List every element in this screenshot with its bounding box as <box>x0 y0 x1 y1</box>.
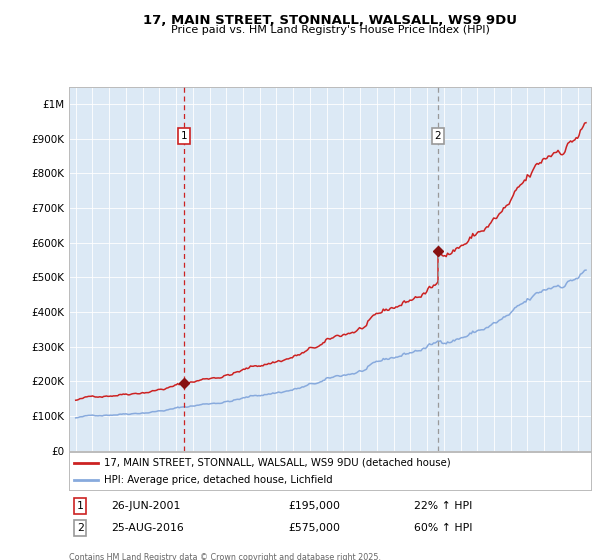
Text: 22% ↑ HPI: 22% ↑ HPI <box>413 501 472 511</box>
Text: 17, MAIN STREET, STONNALL, WALSALL, WS9 9DU: 17, MAIN STREET, STONNALL, WALSALL, WS9 … <box>143 14 517 27</box>
Text: 2: 2 <box>77 523 84 533</box>
Text: £575,000: £575,000 <box>288 523 340 533</box>
Text: Price paid vs. HM Land Registry's House Price Index (HPI): Price paid vs. HM Land Registry's House … <box>170 25 490 35</box>
Text: 26-JUN-2001: 26-JUN-2001 <box>111 501 180 511</box>
Text: 25-AUG-2016: 25-AUG-2016 <box>111 523 184 533</box>
Text: HPI: Average price, detached house, Lichfield: HPI: Average price, detached house, Lich… <box>104 475 333 485</box>
Text: Contains HM Land Registry data © Crown copyright and database right 2025.
This d: Contains HM Land Registry data © Crown c… <box>69 553 381 560</box>
Text: 1: 1 <box>181 131 188 141</box>
Text: 60% ↑ HPI: 60% ↑ HPI <box>413 523 472 533</box>
Text: 1: 1 <box>77 501 84 511</box>
Text: £195,000: £195,000 <box>288 501 340 511</box>
Text: 2: 2 <box>434 131 441 141</box>
Text: 17, MAIN STREET, STONNALL, WALSALL, WS9 9DU (detached house): 17, MAIN STREET, STONNALL, WALSALL, WS9 … <box>104 458 451 468</box>
